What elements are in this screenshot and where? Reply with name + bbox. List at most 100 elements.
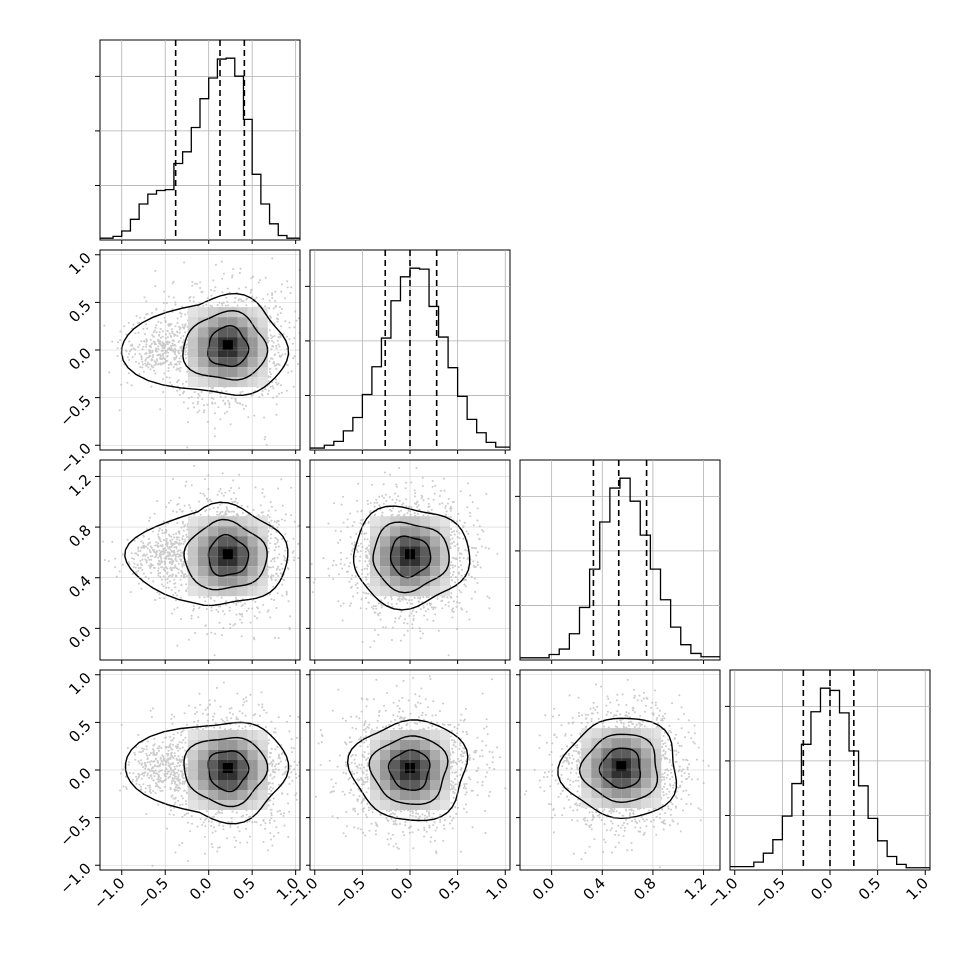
density-cell	[247, 780, 258, 790]
y-tick-label: 0.5	[65, 716, 95, 746]
density-cell	[257, 556, 268, 567]
y-tick-label: 1.0	[65, 249, 95, 279]
density-cell	[227, 327, 238, 338]
density-cell	[237, 516, 248, 527]
density-cell	[207, 586, 218, 597]
x-tick-label: −1.0	[703, 874, 741, 912]
density-cell	[197, 790, 208, 800]
density-cell	[410, 586, 420, 597]
density-cell	[227, 576, 238, 587]
density-cell	[400, 800, 410, 810]
density-cell	[651, 758, 662, 769]
histogram-panel-3	[725, 669, 931, 871]
density-cell	[227, 730, 238, 740]
density-cell	[400, 516, 410, 527]
density-cell	[601, 748, 612, 759]
density-cell	[370, 790, 380, 800]
density-cell	[631, 758, 642, 769]
density-cell	[591, 768, 602, 779]
histogram-panel-1	[305, 249, 511, 451]
y-tick-label: −1.0	[56, 859, 94, 897]
density-cell	[611, 748, 622, 759]
density-cell	[440, 770, 450, 780]
density-cell	[217, 317, 228, 328]
y-tick-label: 0.0	[65, 764, 95, 794]
density-cell	[400, 740, 410, 750]
density-cell	[207, 536, 218, 547]
density-cell	[420, 556, 430, 567]
density-panel-0-3	[99, 669, 301, 871]
density-cell	[380, 770, 390, 780]
density-cell	[420, 740, 430, 750]
density-cell	[420, 516, 430, 527]
density-cell	[207, 770, 218, 780]
density-cell	[197, 800, 208, 810]
density-cell	[410, 536, 420, 547]
density-cell	[370, 526, 380, 537]
density-cell	[207, 377, 218, 388]
density-cell	[611, 738, 622, 749]
density-cell	[410, 800, 420, 810]
density-cell	[651, 788, 662, 799]
density-cell	[400, 566, 410, 577]
density-cell	[641, 728, 652, 739]
density-cell	[390, 800, 400, 810]
density-cell	[237, 566, 248, 577]
density-cell	[380, 526, 390, 537]
density-peak	[222, 340, 233, 351]
density-cell	[621, 748, 632, 759]
density-cell	[207, 740, 218, 750]
density-cell	[430, 566, 440, 577]
density-cell	[430, 750, 440, 760]
density-cell	[217, 566, 228, 577]
x-tick-label: 1.0	[902, 874, 932, 904]
density-cell	[430, 586, 440, 597]
density-cell	[400, 790, 410, 800]
density-cell	[601, 788, 612, 799]
density-cell	[207, 317, 218, 328]
density-cell	[247, 790, 258, 800]
x-tick-label: 0.0	[807, 874, 837, 904]
density-cell	[400, 780, 410, 790]
density-cell	[430, 770, 440, 780]
density-cell	[440, 576, 450, 587]
density-cell	[440, 740, 450, 750]
density-cell	[390, 526, 400, 537]
density-cell	[430, 536, 440, 547]
y-tick-label: −1.0	[56, 439, 94, 477]
density-cell	[237, 770, 248, 780]
density-cell	[247, 337, 258, 348]
density-cell	[227, 357, 238, 368]
density-cell	[197, 780, 208, 790]
y-tick-label: −0.5	[56, 812, 94, 850]
density-peak	[222, 549, 233, 560]
density-cell	[187, 576, 198, 587]
density-cell	[380, 740, 390, 750]
density-cell	[237, 586, 248, 597]
density-cell	[370, 536, 380, 547]
contour-outer	[352, 505, 471, 611]
density-cell	[257, 760, 268, 770]
density-cell	[410, 566, 420, 577]
density-cell	[380, 556, 390, 567]
density-cell	[591, 778, 602, 789]
density-cell	[207, 337, 218, 348]
density-cell	[440, 730, 450, 740]
density-cell	[237, 347, 248, 358]
density-cell	[187, 347, 198, 358]
density-cell	[237, 536, 248, 547]
density-cell	[651, 748, 662, 759]
density-cell	[187, 367, 198, 378]
density-cell	[227, 740, 238, 750]
density-cell	[390, 760, 400, 770]
density-cell	[370, 556, 380, 567]
density-cell	[247, 760, 258, 770]
density-cell	[197, 307, 208, 318]
density-cell	[631, 728, 642, 739]
density-cell	[247, 586, 258, 597]
contour-mid	[183, 518, 268, 591]
density-cell	[217, 327, 228, 338]
density-cell	[187, 586, 198, 597]
density-cell	[641, 758, 652, 769]
